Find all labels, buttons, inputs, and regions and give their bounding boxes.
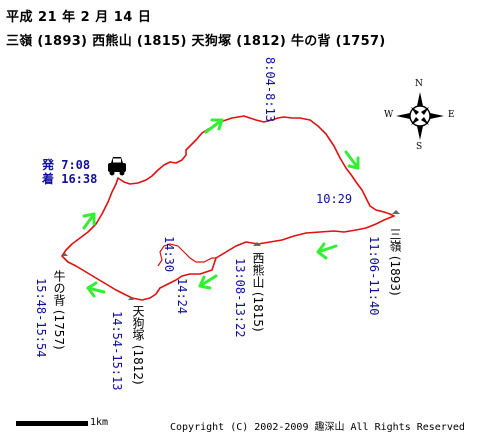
summit-marker-tengu — [128, 297, 134, 300]
time-1424-label: 14:24 — [175, 278, 189, 315]
compass-e-label: E — [448, 110, 455, 120]
direction-arrow-6 — [82, 212, 96, 230]
route-detail — [157, 243, 216, 267]
start-arrive-label: 着 16:38 — [42, 172, 98, 186]
ridge-time-label: 8:04-8:13 — [263, 57, 277, 123]
compass-s-label: S — [416, 142, 423, 152]
summit-marker-ushi — [62, 253, 68, 256]
direction-arrow-3 — [316, 242, 338, 260]
compass-w-label: W — [384, 110, 394, 120]
copyright-text: Copyright (C) 2002-2009 趣深山 All Rights R… — [170, 422, 465, 433]
peaks-list: 三嶺 (1893) 西熊山 (1815) 天狗塚 (1812) 牛の背 (175… — [6, 34, 386, 49]
tengu-name-label: 天狗塚 (1812) — [131, 305, 145, 385]
summit-marker-sanrei — [392, 210, 400, 214]
route-path — [61, 115, 395, 301]
map-date: 平成 21 年 2 月 14 日 — [6, 10, 152, 25]
time-1029-label: 10:29 — [316, 192, 353, 206]
direction-arrow-5 — [86, 281, 106, 298]
ushi-time-label: 15:48-15:54 — [34, 278, 48, 358]
scale-bar — [16, 421, 88, 426]
compass-rose — [396, 92, 444, 140]
nishikuma-name-label: 西熊山 (1815) — [251, 252, 265, 332]
direction-arrow-2 — [344, 150, 360, 170]
direction-arrow-4 — [198, 274, 218, 290]
ushi-name-label: 牛の背 (1757) — [52, 270, 66, 350]
sanrei-time-label: 11:06-11:40 — [367, 236, 381, 316]
summit-marker-nishikuma — [253, 242, 261, 246]
compass-n-label: N — [415, 79, 423, 89]
nishikuma-time-label: 13:08-13:22 — [233, 258, 247, 338]
start-depart-label: 発 7:08 — [42, 158, 91, 172]
tengu-time-label: 14:54-15:13 — [110, 311, 124, 391]
time-1430-label: 14:30 — [162, 236, 176, 273]
direction-arrow-1 — [204, 118, 224, 134]
car-icon — [108, 157, 126, 176]
scale-label: 1km — [90, 417, 109, 428]
summit-markers — [62, 210, 400, 300]
sanrei-name-label: 三嶺 (1893) — [388, 228, 402, 296]
